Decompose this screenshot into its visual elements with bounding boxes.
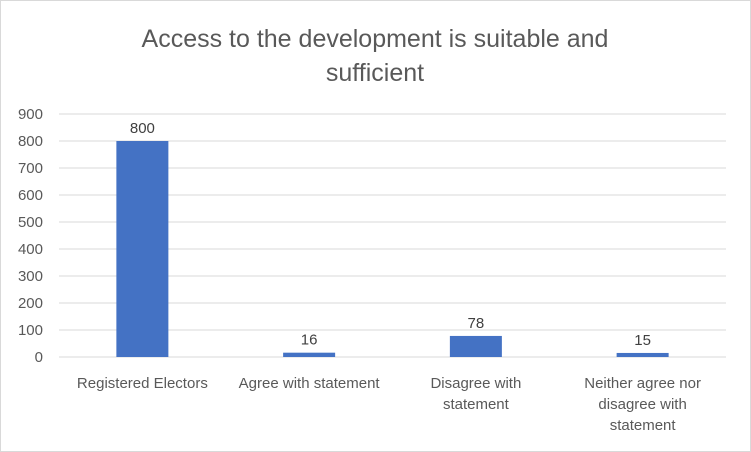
data-label: 15 <box>634 332 651 349</box>
y-tick-label: 600 <box>18 187 43 204</box>
chart-title: Access to the development is suitable an… <box>142 25 609 87</box>
y-tick-label: 200 <box>18 295 43 312</box>
bar <box>449 335 502 357</box>
y-tick-label: 500 <box>18 214 43 231</box>
x-axis-categories: Registered Electors Agree with statement D… <box>77 375 701 434</box>
x-category-label: statement <box>443 396 510 413</box>
x-category-label: Registered Electors <box>77 375 208 392</box>
x-category-label: Disagree with <box>430 375 521 392</box>
chart-title-line: sufficient <box>326 59 424 87</box>
bar <box>283 352 336 357</box>
x-category-label: disagree with <box>598 396 686 413</box>
y-tick-label: 300 <box>18 268 43 285</box>
data-labels: 800 16 78 15 <box>130 120 651 349</box>
x-category-label: statement <box>610 417 677 434</box>
y-tick-label: 700 <box>18 160 43 177</box>
y-axis-ticks: 0 100 200 300 400 500 600 700 800 900 <box>18 106 43 366</box>
y-tick-label: 100 <box>18 322 43 339</box>
bar <box>616 352 669 357</box>
y-tick-label: 900 <box>18 106 43 123</box>
y-tick-label: 0 <box>35 349 43 366</box>
gridlines <box>59 113 726 358</box>
data-label: 16 <box>301 332 318 349</box>
chart-title-line: Access to the development is suitable an… <box>142 25 609 53</box>
y-tick-label: 400 <box>18 241 43 258</box>
bar <box>116 141 169 357</box>
data-label: 78 <box>468 315 485 332</box>
data-label: 800 <box>130 120 155 137</box>
x-category-label: Agree with statement <box>239 375 381 392</box>
bars <box>116 141 669 357</box>
y-tick-label: 800 <box>18 133 43 150</box>
x-category-label: Neither agree nor <box>584 375 701 392</box>
